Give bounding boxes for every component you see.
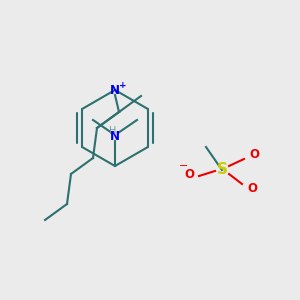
Text: O: O — [184, 169, 194, 182]
Text: O: O — [249, 148, 259, 161]
Text: +: + — [119, 80, 127, 89]
Text: −: − — [179, 161, 189, 171]
Text: N: N — [110, 83, 120, 97]
Text: S: S — [217, 163, 227, 178]
Text: O: O — [247, 182, 257, 194]
Text: H: H — [109, 126, 117, 136]
Text: N: N — [110, 130, 120, 142]
